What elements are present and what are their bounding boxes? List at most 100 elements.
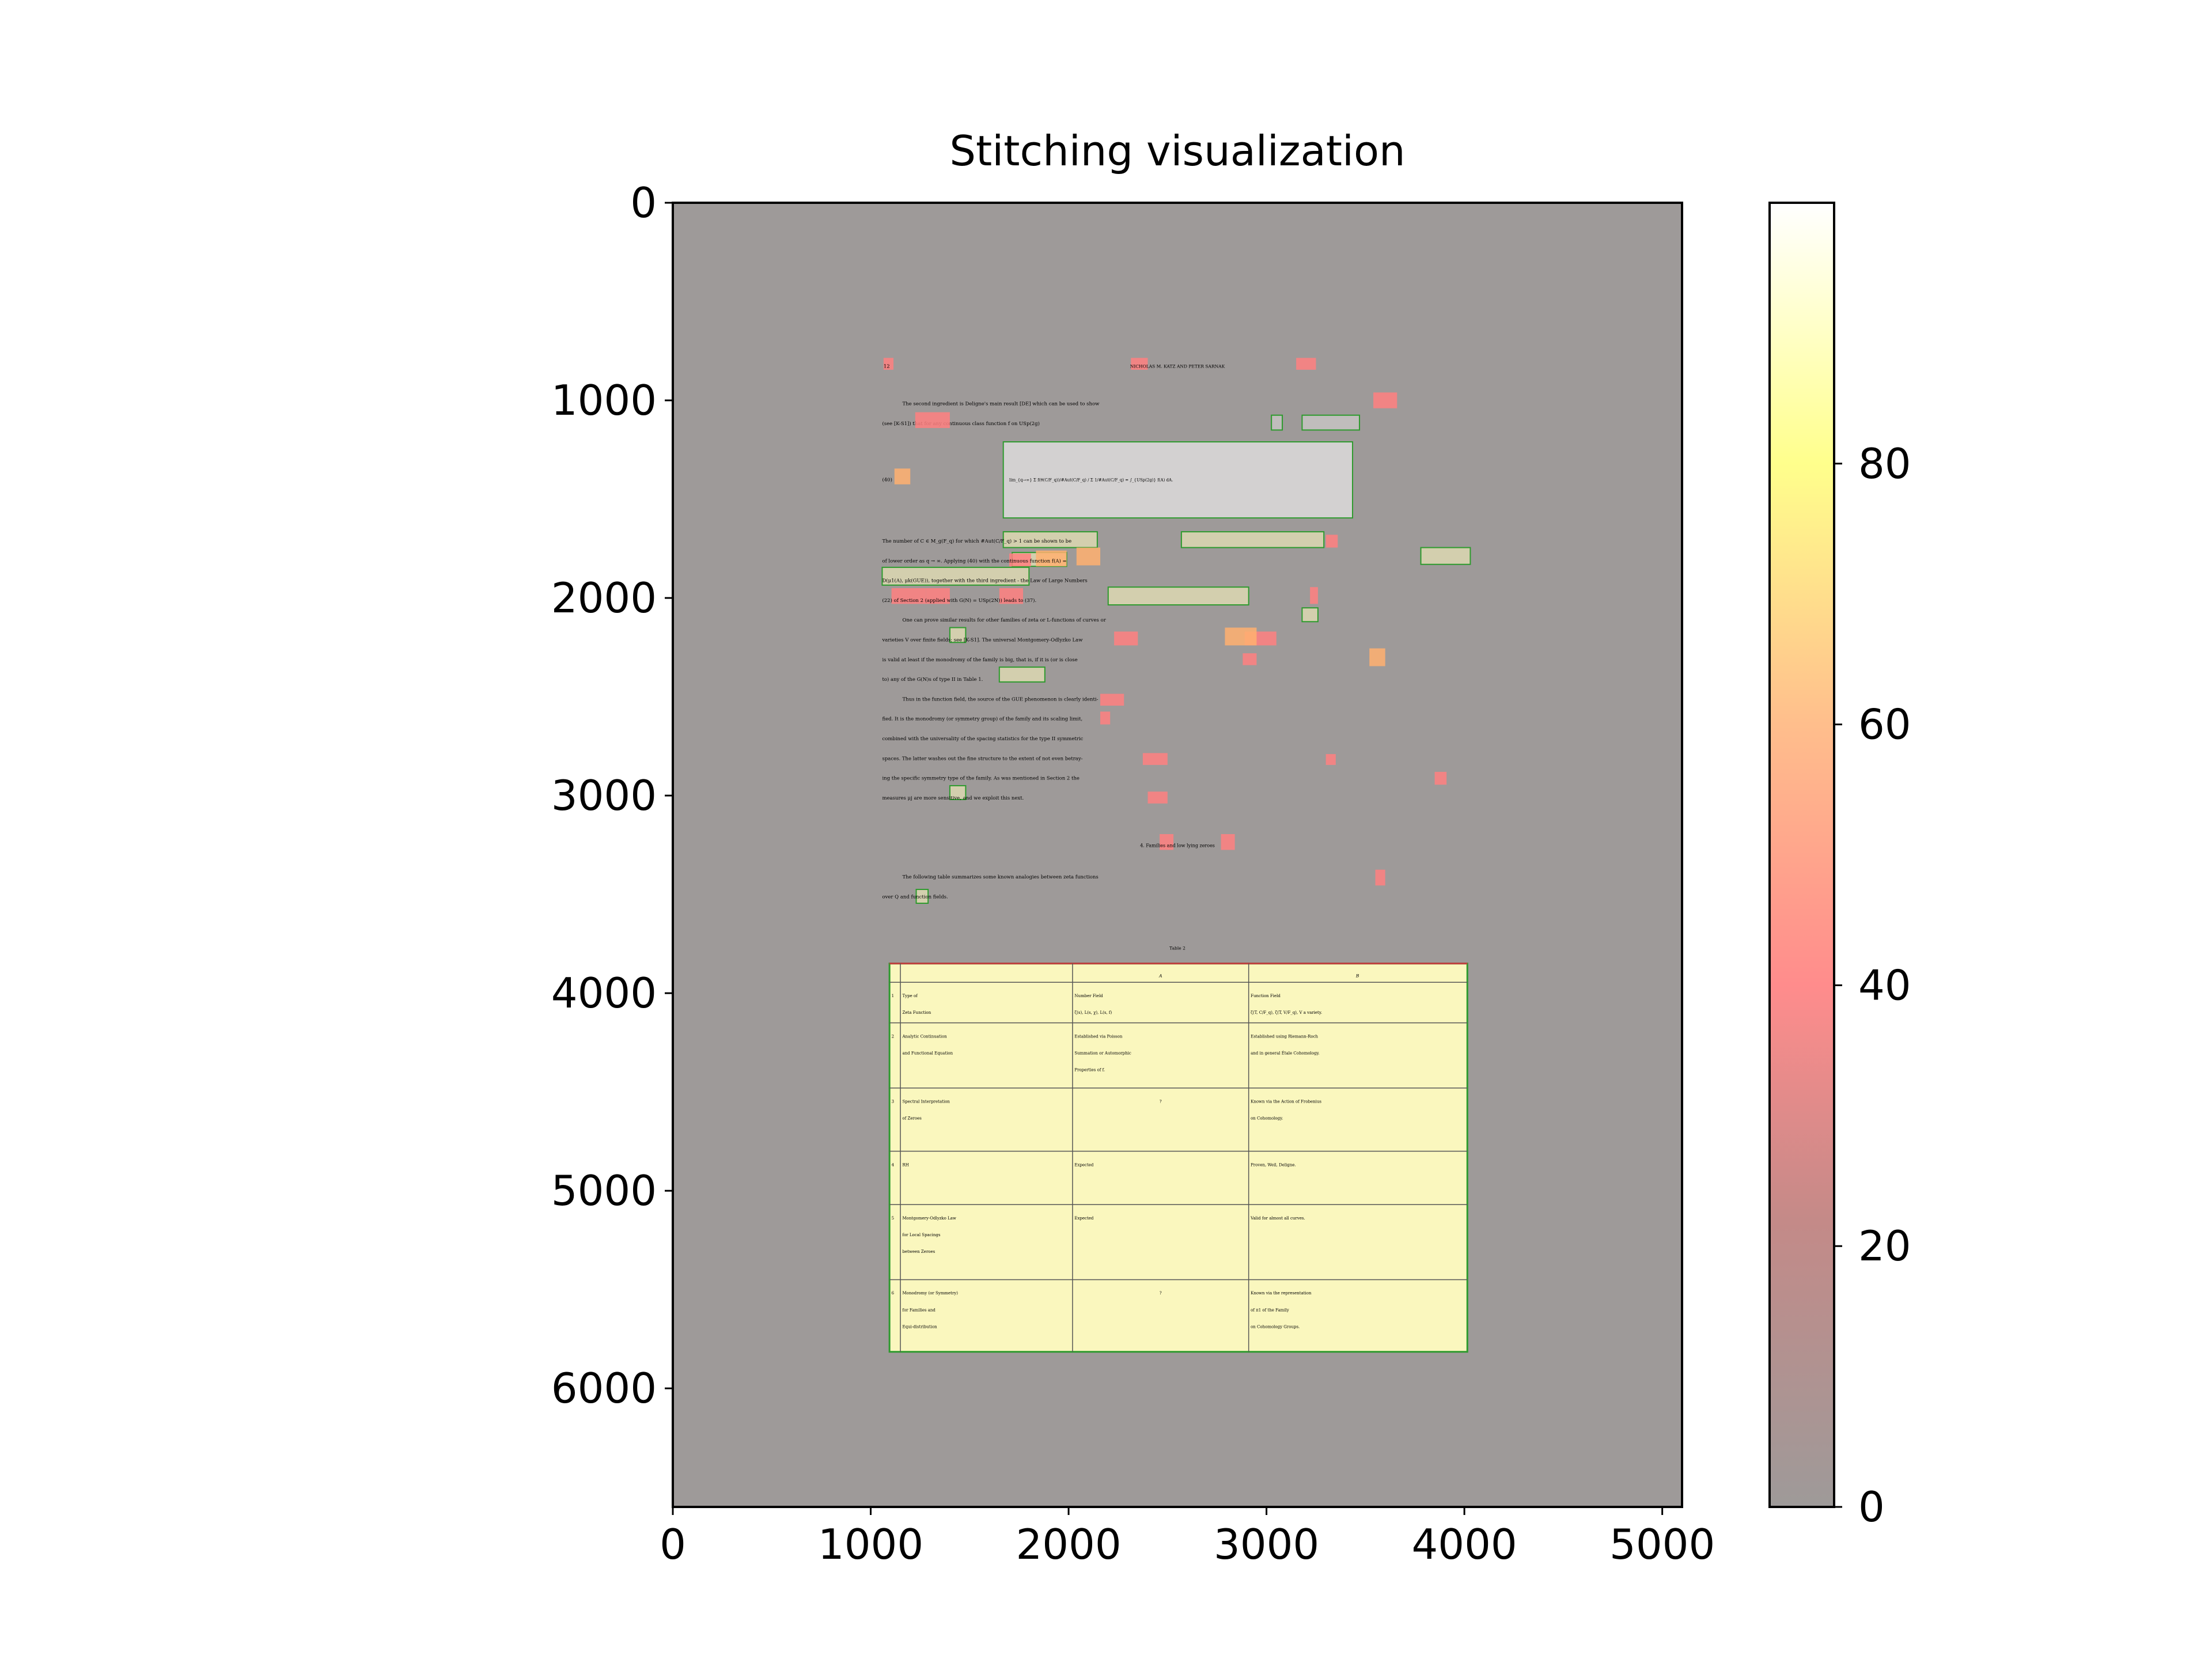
page-text: ζ(T, C/F_q), ζ(T, V/F_q), V a variety. xyxy=(1251,1010,1322,1015)
hot-region xyxy=(1243,653,1257,665)
page-text: One can prove similar results for other … xyxy=(902,618,1106,623)
table-region xyxy=(888,963,1468,1353)
hot-region xyxy=(1076,547,1101,566)
stitch-region xyxy=(998,666,1046,683)
y-tick-label: 6000 xyxy=(551,1364,657,1412)
hot-region xyxy=(1310,587,1318,604)
page-text: Analytic Continuation xyxy=(902,1034,947,1039)
x-tick-label: 1000 xyxy=(818,1520,923,1569)
hot-region xyxy=(1221,834,1235,850)
hot-region xyxy=(926,588,950,604)
page-text: to) any of the G(N)s of type II in Table… xyxy=(882,676,983,683)
page-text: 2 xyxy=(892,1034,894,1039)
page-text: varieties V over finite fields; see [K-S… xyxy=(881,638,1083,643)
page-text: Proven, Weil, Deligne. xyxy=(1251,1162,1296,1167)
page-text: Thus in the function field, the source o… xyxy=(902,696,1098,702)
page-text: Zeta Function xyxy=(902,1010,931,1015)
page-text: ζ(s), L(s, χ), L(s, f) xyxy=(1074,1010,1112,1015)
page-text: Established via Poisson xyxy=(1074,1034,1122,1039)
hot-region xyxy=(1147,791,1168,804)
page-text: between Zeroes xyxy=(902,1249,935,1254)
page-text: spaces. The latter washes out the fine s… xyxy=(882,756,1082,762)
stitch-region xyxy=(1271,414,1283,431)
page-text: 6 xyxy=(892,1291,895,1296)
page-text: and Functional Equation xyxy=(902,1051,953,1055)
page-text: Expected xyxy=(1074,1216,1094,1221)
page-text: on Cohomology. xyxy=(1251,1116,1283,1121)
hot-region xyxy=(1114,631,1138,646)
hot-region xyxy=(1100,694,1124,706)
hot-region xyxy=(1100,711,1111,725)
stitch-region xyxy=(1420,547,1471,565)
hot-region xyxy=(999,588,1024,604)
hot-region xyxy=(1325,535,1338,548)
page-text: 4. Families and low lying zeroes xyxy=(1140,843,1215,848)
page-text: The second ingredient is Deligne's main … xyxy=(902,402,1100,407)
equation-region xyxy=(1002,441,1354,519)
colorbar-tick-label: 20 xyxy=(1858,1222,1911,1270)
y-tick-label: 1000 xyxy=(551,376,657,425)
x-tick-label: 0 xyxy=(660,1520,686,1569)
page-text: 12 xyxy=(884,363,890,369)
x-tick-label: 2000 xyxy=(1016,1520,1121,1569)
page-text: B xyxy=(1355,974,1359,979)
page-text: The following table summarizes some know… xyxy=(902,874,1098,880)
page-text: Known via the Action of Frobenius xyxy=(1251,1100,1321,1104)
hot-region xyxy=(1434,771,1447,785)
stitch-region xyxy=(1002,531,1098,548)
hot-region xyxy=(1036,550,1067,567)
hot-region xyxy=(894,468,911,484)
page-text: for Local Spacings xyxy=(902,1233,940,1237)
page-text: 5 xyxy=(892,1216,894,1221)
page-text: Montgomery-Odlyzko Law xyxy=(902,1216,956,1221)
stitch-region xyxy=(1301,607,1319,623)
colorbar-gradient xyxy=(1768,202,1835,1508)
page-text: (see [K-S1]) that for any continuous cla… xyxy=(882,421,1039,427)
plot-frame xyxy=(672,202,1683,1508)
colorbar-tick-label: 0 xyxy=(1858,1483,1885,1531)
page-text: 3 xyxy=(892,1100,894,1104)
page-text: D(μ1(A), μk(GUE)), together with the thi… xyxy=(882,578,1087,584)
page-text: Function Field xyxy=(1251,994,1281,998)
page-text: ing the specific symmetry type of the fa… xyxy=(882,776,1080,782)
page-text: of Zeroes xyxy=(902,1116,922,1121)
stitch-region xyxy=(949,785,967,800)
y-tick-label: 3000 xyxy=(551,771,657,820)
y-tick-label: 4000 xyxy=(551,969,657,1017)
stitch-region xyxy=(1301,414,1361,431)
stitch-region xyxy=(949,627,967,643)
hot-region xyxy=(1131,358,1148,370)
page-text: (40) xyxy=(882,477,892,483)
page-text: 1 xyxy=(892,994,894,998)
hot-region xyxy=(1375,869,1385,886)
page-text: Expected xyxy=(1074,1162,1094,1167)
page-text: combined with the universality of the sp… xyxy=(882,736,1083,742)
page-text: lim_{q→∞} Σ f(θ(C/F_q))/#Aut(C/F_q) / Σ … xyxy=(1009,478,1173,483)
x-tick-label: 5000 xyxy=(1609,1520,1715,1569)
y-tick-label: 5000 xyxy=(551,1166,657,1215)
page-text: fied. It is the monodromy (or symmetry g… xyxy=(882,716,1082,722)
hot-region xyxy=(883,358,894,370)
page-text: RH xyxy=(902,1162,908,1167)
page-text: Equi-distribution xyxy=(902,1325,937,1330)
hot-region xyxy=(1373,392,1397,408)
hot-region xyxy=(1296,358,1316,370)
page-text: The number of C ∈ M_g(F_q) for which #Au… xyxy=(882,538,1071,544)
stitch-region xyxy=(915,889,929,904)
y-axis: 0 1000 2000 3000 4000 5000 6000 xyxy=(551,179,673,1412)
stitch-region xyxy=(1180,531,1325,548)
hot-region xyxy=(1142,753,1168,765)
page-text: and in general Étale Cohomology. xyxy=(1251,1050,1320,1055)
page-text: A xyxy=(1158,974,1162,979)
page-text: on Cohomology Groups. xyxy=(1251,1325,1300,1330)
page-text: of π1 of the Family xyxy=(1251,1308,1289,1312)
page-text: measures μj are more sensitive, and we e… xyxy=(882,796,1024,801)
hot-region xyxy=(891,588,926,604)
page-text: ? xyxy=(1160,1291,1162,1296)
chart-title: Stitching visualization xyxy=(949,127,1405,175)
page-text: Monodromy (or Symmetry) xyxy=(902,1291,958,1296)
hot-region xyxy=(1009,553,1031,567)
